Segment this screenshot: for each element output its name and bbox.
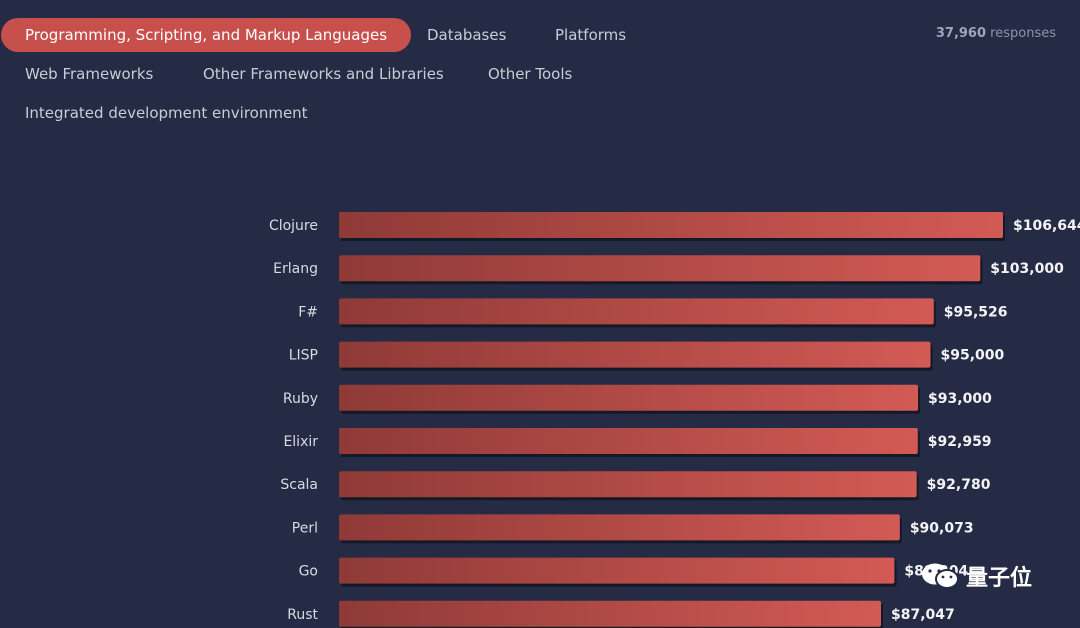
- tab-other-frameworks[interactable]: Other Frameworks and Libraries: [203, 65, 444, 83]
- tab-programming-languages[interactable]: Programming, Scripting, and Markup Langu…: [1, 18, 412, 52]
- tab-ide[interactable]: Integrated development environment: [25, 104, 308, 122]
- bar-go[interactable]: [339, 557, 895, 584]
- tab-databases[interactable]: Databases: [427, 26, 507, 44]
- category-label: Scala: [280, 477, 318, 493]
- bar-perl[interactable]: [339, 514, 900, 541]
- bar-rust[interactable]: [339, 600, 881, 627]
- category-label: Clojure: [269, 218, 318, 234]
- watermark: 量子位: [920, 560, 1032, 592]
- bar-clojure[interactable]: [339, 212, 1003, 238]
- tab-web-frameworks[interactable]: Web Frameworks: [25, 65, 154, 83]
- responses-label: responses: [990, 26, 1056, 41]
- category-label: Erlang: [273, 261, 318, 277]
- responses-count: 37,960 responses: [936, 26, 1056, 41]
- category-label: LISP: [289, 348, 318, 364]
- category-label: Ruby: [283, 391, 318, 407]
- value-label: $95,000: [941, 348, 1005, 364]
- value-label: $87,047: [891, 607, 955, 623]
- value-label: $95,526: [944, 304, 1008, 320]
- value-label: $103,000: [990, 261, 1064, 277]
- category-label: Go: [299, 564, 318, 580]
- bar-scala[interactable]: [339, 471, 917, 498]
- value-label: $93,000: [928, 391, 992, 407]
- bar-f-[interactable]: [339, 298, 934, 325]
- bar-elixir[interactable]: [339, 428, 918, 454]
- responses-number: 37,960: [935, 26, 987, 41]
- tab-platforms[interactable]: Platforms: [555, 26, 627, 44]
- value-label: $106,644: [1013, 218, 1080, 234]
- category-label: Elixir: [283, 434, 318, 450]
- category-label: F#: [298, 304, 318, 320]
- wechat-icon: [922, 563, 959, 589]
- category-label: Rust: [287, 607, 318, 623]
- value-label: $92,959: [928, 434, 992, 450]
- bar-ruby[interactable]: [339, 384, 919, 411]
- category-label: Perl: [292, 520, 318, 536]
- bar-lisp[interactable]: [339, 341, 931, 368]
- bar-erlang[interactable]: [339, 255, 981, 282]
- value-label: $92,780: [927, 477, 991, 493]
- watermark-text: 量子位: [966, 566, 1033, 591]
- tab-other-tools[interactable]: Other Tools: [488, 65, 573, 83]
- value-label: $90,073: [910, 520, 974, 536]
